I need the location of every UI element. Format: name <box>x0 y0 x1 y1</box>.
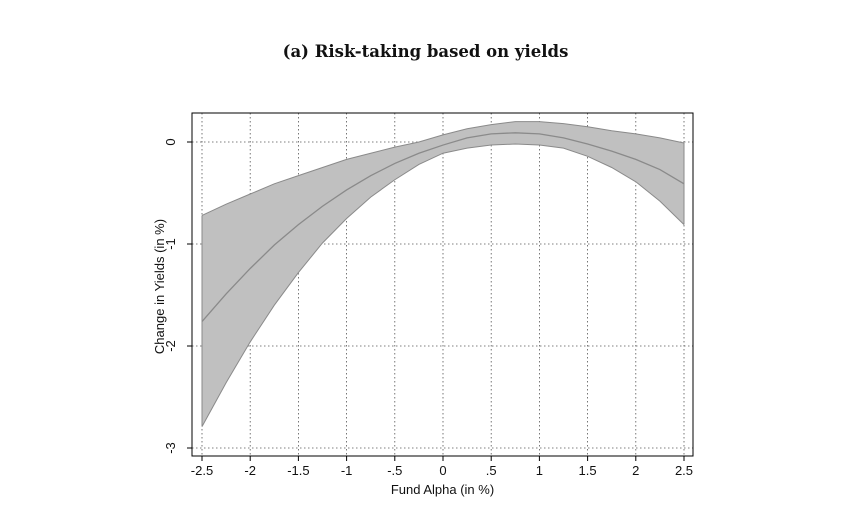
x-tick-label-4: -.5 <box>387 463 402 478</box>
x-tick-label-0: -2.5 <box>191 463 213 478</box>
x-axis-label: Fund Alpha (in %) <box>391 482 494 497</box>
chart-title: (a) Risk-taking based on yields <box>282 42 569 61</box>
confidence-lower-edge <box>201 143 685 427</box>
y-tick-label-1: -2 <box>163 340 178 352</box>
x-axis: -2.5 -2 -1.5 -1 -.5 0 .5 1 1.5 2 2.5 <box>191 456 693 478</box>
y-tick-label-2: -1 <box>163 238 178 250</box>
x-tick-label-9: 2 <box>632 463 639 478</box>
x-tick-label-10: 2.5 <box>675 463 693 478</box>
x-tick-label-6: .5 <box>486 463 497 478</box>
x-tick-label-2: -1.5 <box>287 463 309 478</box>
x-tick-label-1: -2 <box>244 463 256 478</box>
y-axis: -3 -2 -1 0 <box>163 138 192 454</box>
y-tick-label-0: -3 <box>163 442 178 454</box>
estimate-line <box>201 132 685 322</box>
y-axis-label: Change in Yields (in %) <box>152 219 167 354</box>
x-tick-label-3: -1 <box>341 463 353 478</box>
confidence-band <box>202 121 684 427</box>
y-tick-label-3: 0 <box>163 138 178 145</box>
x-tick-label-5: 0 <box>439 463 446 478</box>
x-tick-label-8: 1.5 <box>579 463 597 478</box>
x-tick-label-7: 1 <box>536 463 543 478</box>
confidence-upper-edge <box>201 121 685 216</box>
